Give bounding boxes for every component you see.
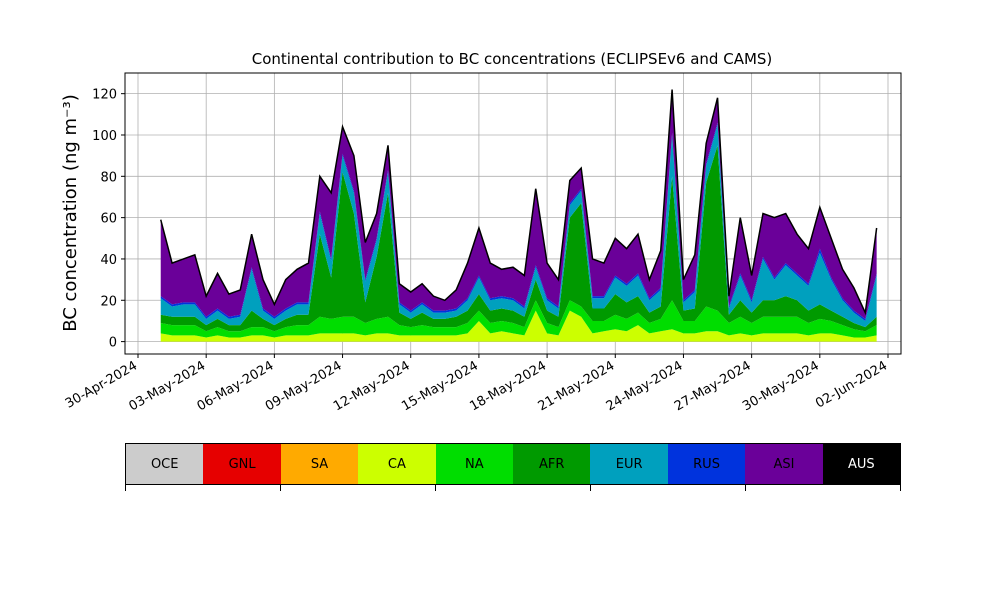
- y-tick-label: 20: [100, 294, 117, 309]
- total-line: [160, 89, 878, 316]
- legend-item-rus: RUS: [667, 444, 746, 484]
- x-tick-label: 15-May-2024: [399, 358, 481, 414]
- area-eur: [160, 124, 877, 328]
- x-tick-label: 18-May-2024: [467, 358, 549, 414]
- x-tick-label: 21-May-2024: [536, 358, 618, 414]
- x-tick-label: 27-May-2024: [672, 358, 754, 414]
- colorbar-tick: [900, 485, 901, 491]
- chart-title: Continental contribution to BC concentra…: [252, 50, 773, 68]
- legend-item-label: CA: [387, 456, 406, 472]
- legend-item-afr: AFR: [513, 444, 591, 484]
- x-tick-label: 12-May-2024: [331, 358, 413, 414]
- legend-item-label: SA: [310, 456, 329, 472]
- x-tick-label: 02-Jun-2024: [813, 358, 890, 411]
- legend-item-label: AFR: [539, 456, 565, 472]
- legend-item-na: NA: [435, 444, 514, 484]
- colorbar-tick: [435, 485, 436, 491]
- colorbar-tick: [280, 485, 281, 491]
- legend-item-label: NA: [465, 456, 484, 472]
- y-tick-label: 40: [100, 253, 117, 268]
- area-ca: [160, 310, 877, 342]
- legend-item-ca: CA: [358, 444, 436, 484]
- legend-item-eur: EUR: [590, 444, 668, 484]
- plot-frame: [124, 72, 902, 355]
- y-tick-label: 120: [92, 88, 117, 103]
- legend-item-sa: SA: [280, 444, 359, 484]
- legend-item-gnl: GNL: [203, 444, 281, 484]
- x-tick-label: 03-May-2024: [127, 358, 209, 414]
- colorbar-tick: [745, 485, 746, 491]
- x-tick-label: 30-May-2024: [740, 358, 822, 414]
- x-axis: 30-Apr-202403-May-202406-May-202409-May-…: [63, 354, 890, 414]
- x-tick-label: 06-May-2024: [195, 358, 277, 414]
- legend-item-oce: OCE: [126, 444, 204, 484]
- legend-item-label: OCE: [150, 456, 179, 472]
- y-axis-label: BC concentration (ng m⁻³): [60, 94, 81, 332]
- legend-item-aus: AUS: [822, 444, 901, 484]
- colorbar-ticks: [125, 485, 901, 491]
- y-axis: 0 20 40 60 80 100 120: [92, 88, 125, 351]
- chart: Continental contribution to BC concentra…: [60, 50, 902, 414]
- y-tick-label: 60: [100, 212, 117, 227]
- area-afr: [160, 145, 877, 332]
- legend-item-label: AUS: [848, 456, 875, 472]
- total-outline: [160, 89, 878, 316]
- x-tick-label: 09-May-2024: [263, 358, 345, 414]
- legend-item-label: RUS: [693, 456, 720, 472]
- colorbar-legend: OCE GNL SA CA NA AFR EUR RUS ASI AUS: [125, 443, 901, 485]
- y-tick-label: 100: [92, 129, 117, 144]
- x-tick-label: 24-May-2024: [604, 358, 686, 414]
- legend-item-asi: ASI: [745, 444, 823, 484]
- legend-item-label: GNL: [228, 456, 256, 472]
- legend-item-label: EUR: [615, 456, 643, 472]
- colorbar-tick: [125, 485, 126, 491]
- y-tick-label: 0: [109, 336, 117, 351]
- legend-item-label: ASI: [773, 456, 795, 472]
- area-na: [160, 300, 877, 338]
- colorbar-tick: [590, 485, 591, 491]
- y-tick-label: 80: [100, 170, 117, 185]
